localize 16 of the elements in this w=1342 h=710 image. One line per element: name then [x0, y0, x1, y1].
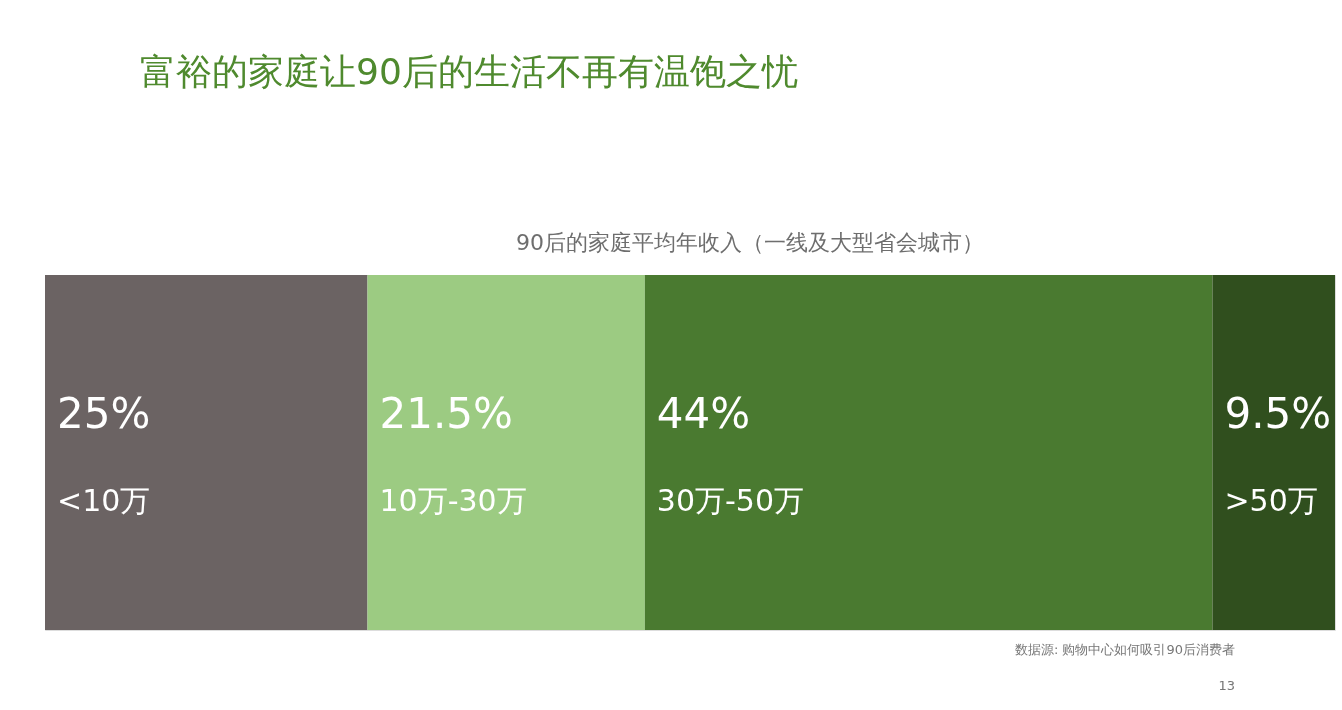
bar [367, 275, 645, 630]
bar [644, 275, 1213, 630]
series-label: 10万-30万 [379, 482, 527, 518]
series-label: 30万-50万 [656, 482, 805, 518]
data-label: 25% [57, 388, 151, 438]
bar [1212, 275, 1335, 630]
series-label: >50万 [1224, 482, 1318, 518]
data-label: 44% [656, 388, 751, 438]
data-label: 21.5% [379, 388, 513, 438]
data-label: 9.5% [1224, 388, 1332, 438]
text: 数据源: 购物中心如何吸引90后消费者 [1014, 642, 1235, 657]
chart-subtitle: 90后的家庭平均年收入（一线及大型省会城市） [516, 230, 984, 255]
text: 13 [1218, 678, 1235, 693]
series-label: <10万 [57, 482, 151, 518]
chart-title: 富裕的家庭让90后的生活不再有温饱之忧 [140, 51, 798, 92]
bar [45, 275, 368, 630]
